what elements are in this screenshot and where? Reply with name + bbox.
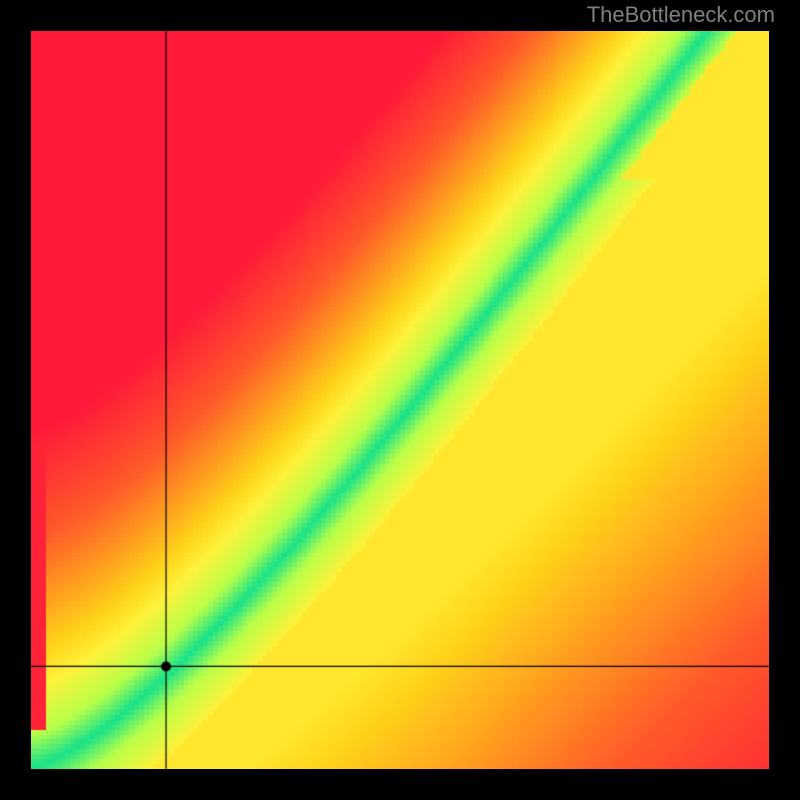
heatmap-canvas [31,31,769,769]
chart-container: TheBottleneck.com [0,0,800,800]
watermark-text: TheBottleneck.com [587,2,775,28]
